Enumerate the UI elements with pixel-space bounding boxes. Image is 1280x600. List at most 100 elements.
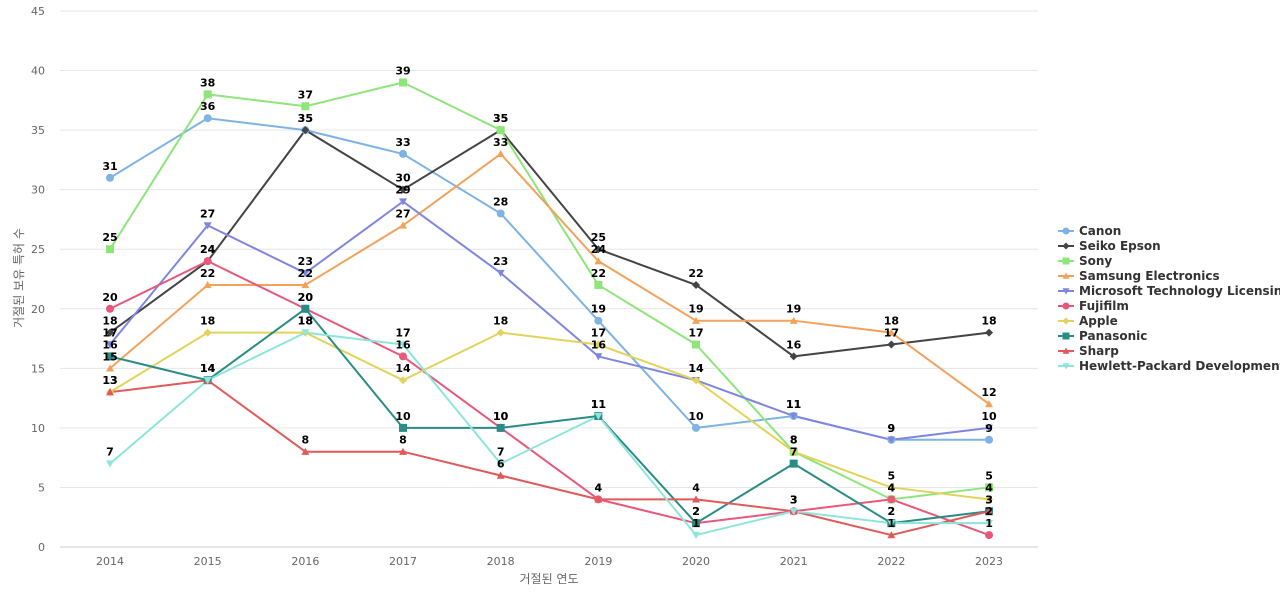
legend-item[interactable]: Fujifilm (1058, 299, 1129, 313)
data-label: 7 (790, 446, 798, 459)
legend-item[interactable]: Sharp (1058, 344, 1119, 358)
data-label: 17 (591, 327, 606, 340)
legend-label: Canon (1079, 224, 1121, 238)
data-point (692, 519, 701, 528)
data-point (887, 519, 896, 528)
data-label: 13 (102, 374, 117, 387)
data-label: 20 (102, 291, 118, 304)
data-point (985, 435, 994, 444)
data-label: 11 (786, 398, 801, 411)
data-point (106, 364, 114, 372)
data-point (496, 328, 505, 337)
data-point (203, 257, 212, 266)
legend-item[interactable]: Apple (1058, 314, 1118, 328)
legend-item[interactable]: Panasonic (1058, 329, 1147, 343)
data-point (203, 280, 212, 289)
data-point (203, 377, 212, 385)
x-axis-ticks: 2014 2015 2016 2017 2018 2019 2020 2021 2022 2023 (96, 555, 1003, 568)
data-label: 24 (200, 243, 216, 256)
data-label: 4 (595, 481, 603, 494)
data-label: 37 (298, 88, 313, 101)
data-point (496, 471, 505, 479)
series-line (109, 200, 990, 441)
data-point (399, 376, 408, 385)
legend-label: Hewlett-Packard Development (1079, 359, 1280, 373)
data-label: 16 (395, 338, 411, 351)
legend-label: Sharp (1079, 344, 1119, 358)
data-label: 25 (591, 231, 606, 244)
data-label: 1 (985, 517, 993, 530)
data-label: 4 (888, 481, 896, 494)
data-label: 2 (985, 505, 993, 518)
data-point (203, 114, 212, 123)
series-lines (109, 81, 990, 537)
data-point (203, 222, 212, 230)
data-label: 3 (790, 493, 798, 506)
y-tick-label: 5 (38, 481, 45, 494)
data-label: 35 (298, 112, 313, 125)
data-label: 27 (200, 207, 215, 220)
data-point (985, 328, 994, 337)
data-label: 10 (395, 410, 411, 423)
data-point (789, 412, 798, 420)
data-label: 36 (200, 100, 216, 113)
data-label: 17 (884, 327, 899, 340)
y-tick-label: 0 (38, 541, 45, 554)
data-label: 10 (981, 410, 997, 423)
data-label: 2 (692, 505, 700, 518)
data-label: 4 (888, 481, 896, 494)
data-label: 18 (200, 315, 215, 328)
x-tick-label: 2014 (96, 555, 124, 568)
legend-label: Samsung Electronics (1079, 269, 1220, 283)
data-label: 8 (302, 434, 310, 447)
data-label: 33 (493, 136, 508, 149)
series-markers (106, 78, 994, 540)
data-point (594, 280, 603, 289)
legend-item[interactable]: Hewlett-Packard Development (1058, 359, 1280, 373)
data-label: 19 (786, 303, 801, 316)
data-point (301, 269, 310, 278)
data-point (301, 329, 310, 337)
data-label: 3 (985, 493, 993, 506)
data-point (106, 388, 114, 396)
y-tick-label: 40 (31, 65, 45, 78)
data-point (692, 495, 701, 503)
data-point (106, 460, 114, 468)
data-label: 3 (790, 493, 798, 506)
data-label: 22 (298, 267, 313, 280)
data-label: 23 (493, 255, 508, 268)
data-label: 4 (692, 481, 700, 494)
data-label: 7 (497, 446, 505, 459)
data-label: 18 (493, 315, 508, 328)
legend-item[interactable]: Sony (1058, 254, 1112, 268)
legend-item[interactable]: Samsung Electronics (1058, 269, 1220, 283)
series-line (109, 129, 990, 358)
data-point (594, 495, 603, 503)
y-tick-label: 25 (31, 243, 45, 256)
legend-label: Apple (1079, 314, 1118, 328)
data-point (496, 209, 505, 218)
data-label: 14 (395, 362, 411, 375)
data-label: 17 (102, 327, 117, 340)
legend-marker (1062, 227, 1070, 235)
y-tick-label: 10 (31, 422, 45, 435)
data-label: 7 (106, 446, 114, 459)
data-label: 11 (591, 398, 606, 411)
data-point (399, 341, 408, 349)
legend-item[interactable]: Canon (1058, 224, 1121, 238)
legend-label: Panasonic (1079, 329, 1147, 343)
data-label: 1 (888, 517, 896, 530)
legend-item[interactable]: Microsoft Technology Licensing (1058, 284, 1280, 298)
x-tick-label: 2018 (487, 555, 515, 568)
data-point (985, 483, 994, 492)
x-tick-label: 2019 (584, 555, 612, 568)
data-label: 9 (985, 422, 993, 435)
data-label: 28 (493, 195, 508, 208)
legend-item[interactable]: Seiko Epson (1058, 239, 1161, 253)
x-tick-label: 2022 (877, 555, 905, 568)
data-label: 18 (102, 315, 117, 328)
data-point (985, 507, 994, 515)
data-label: 15 (102, 350, 117, 363)
data-label: 14 (200, 362, 216, 375)
